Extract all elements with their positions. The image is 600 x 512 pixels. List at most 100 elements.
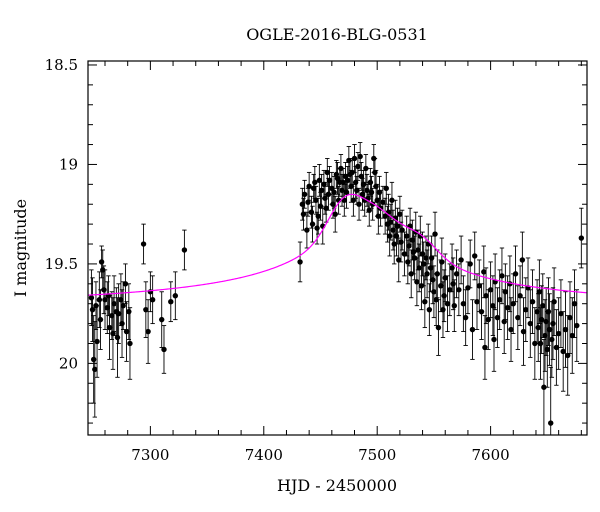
data-point bbox=[490, 275, 496, 336]
point-marker bbox=[363, 165, 369, 172]
point-marker bbox=[329, 185, 335, 192]
point-marker bbox=[149, 297, 156, 303]
point-marker bbox=[508, 326, 514, 333]
y-tick-label: 18.5 bbox=[45, 56, 78, 74]
data-point bbox=[318, 173, 325, 207]
point-marker bbox=[578, 235, 585, 241]
point-marker bbox=[499, 273, 505, 279]
point-marker bbox=[553, 344, 560, 351]
point-marker bbox=[483, 293, 489, 299]
data-point bbox=[458, 235, 464, 285]
point-marker bbox=[324, 169, 330, 176]
data-point bbox=[172, 271, 179, 321]
point-marker bbox=[487, 287, 494, 293]
data-point bbox=[159, 291, 165, 348]
point-marker bbox=[485, 316, 492, 323]
point-marker bbox=[88, 295, 95, 301]
point-marker bbox=[92, 366, 98, 373]
point-marker bbox=[491, 336, 497, 343]
data-point bbox=[472, 231, 478, 281]
point-marker bbox=[90, 356, 97, 363]
data-point bbox=[380, 185, 386, 219]
chart-title: OGLE-2016-BLG-0531 bbox=[246, 25, 428, 44]
data-point bbox=[396, 237, 402, 283]
point-marker bbox=[318, 187, 325, 194]
point-marker bbox=[315, 213, 321, 219]
axes: 7300 7400 7500 7600 18.5 19 19.5 20 bbox=[45, 56, 588, 464]
point-marker bbox=[441, 293, 447, 299]
data-point bbox=[350, 183, 357, 217]
point-marker bbox=[98, 259, 105, 265]
data-point bbox=[300, 197, 307, 231]
data-point bbox=[388, 203, 394, 241]
data-point bbox=[391, 223, 397, 265]
data-point bbox=[546, 293, 553, 366]
point-marker bbox=[496, 297, 503, 303]
data-point bbox=[332, 195, 338, 233]
model-curve bbox=[88, 193, 587, 296]
point-marker bbox=[532, 340, 538, 347]
data-point bbox=[373, 169, 379, 203]
point-marker bbox=[502, 289, 509, 295]
data-point bbox=[161, 325, 167, 374]
data-point bbox=[375, 197, 382, 235]
point-marker bbox=[541, 384, 547, 390]
point-marker bbox=[432, 231, 438, 237]
point-marker bbox=[123, 328, 130, 335]
data-point bbox=[424, 249, 430, 299]
point-marker bbox=[536, 289, 543, 295]
point-marker bbox=[398, 239, 404, 245]
data-point bbox=[401, 231, 408, 277]
data-point bbox=[315, 197, 321, 235]
point-marker bbox=[567, 314, 573, 321]
point-marker bbox=[115, 310, 122, 317]
data-point bbox=[94, 305, 100, 378]
point-marker bbox=[434, 271, 440, 277]
point-marker bbox=[549, 336, 555, 343]
point-marker bbox=[520, 328, 527, 335]
point-marker bbox=[420, 261, 427, 267]
point-marker bbox=[501, 318, 507, 325]
data-point bbox=[476, 259, 482, 313]
point-marker bbox=[326, 177, 333, 184]
data-point bbox=[541, 339, 547, 435]
data-point bbox=[555, 297, 562, 370]
data-point bbox=[407, 207, 413, 245]
point-marker bbox=[308, 209, 315, 215]
point-marker bbox=[338, 165, 344, 172]
data-point bbox=[532, 307, 538, 380]
data-point bbox=[127, 307, 133, 380]
data-point bbox=[304, 211, 310, 249]
point-marker bbox=[316, 177, 323, 184]
point-marker bbox=[401, 251, 408, 257]
data-point bbox=[363, 154, 369, 183]
data-point bbox=[558, 279, 564, 348]
data-point bbox=[567, 281, 573, 354]
point-marker bbox=[465, 285, 471, 291]
point-marker bbox=[462, 314, 469, 321]
point-marker bbox=[143, 306, 149, 313]
data-point bbox=[560, 311, 566, 392]
y-tick-label: 19 bbox=[59, 155, 78, 173]
data-point bbox=[414, 257, 420, 307]
point-marker bbox=[449, 265, 455, 271]
point-marker bbox=[383, 185, 389, 192]
data-point bbox=[485, 289, 492, 350]
point-marker bbox=[411, 255, 418, 261]
point-marker bbox=[435, 324, 442, 331]
data-point bbox=[548, 366, 554, 435]
point-marker bbox=[355, 163, 361, 170]
data-point bbox=[389, 181, 395, 219]
point-marker bbox=[571, 301, 578, 307]
point-marker bbox=[474, 299, 480, 305]
point-marker bbox=[297, 259, 303, 265]
point-marker bbox=[442, 275, 448, 281]
data-point bbox=[494, 287, 501, 348]
point-marker bbox=[472, 253, 478, 259]
data-point bbox=[431, 265, 437, 319]
data-point bbox=[301, 179, 308, 209]
point-marker bbox=[389, 197, 395, 203]
data-point bbox=[102, 269, 108, 331]
point-marker bbox=[159, 316, 165, 323]
